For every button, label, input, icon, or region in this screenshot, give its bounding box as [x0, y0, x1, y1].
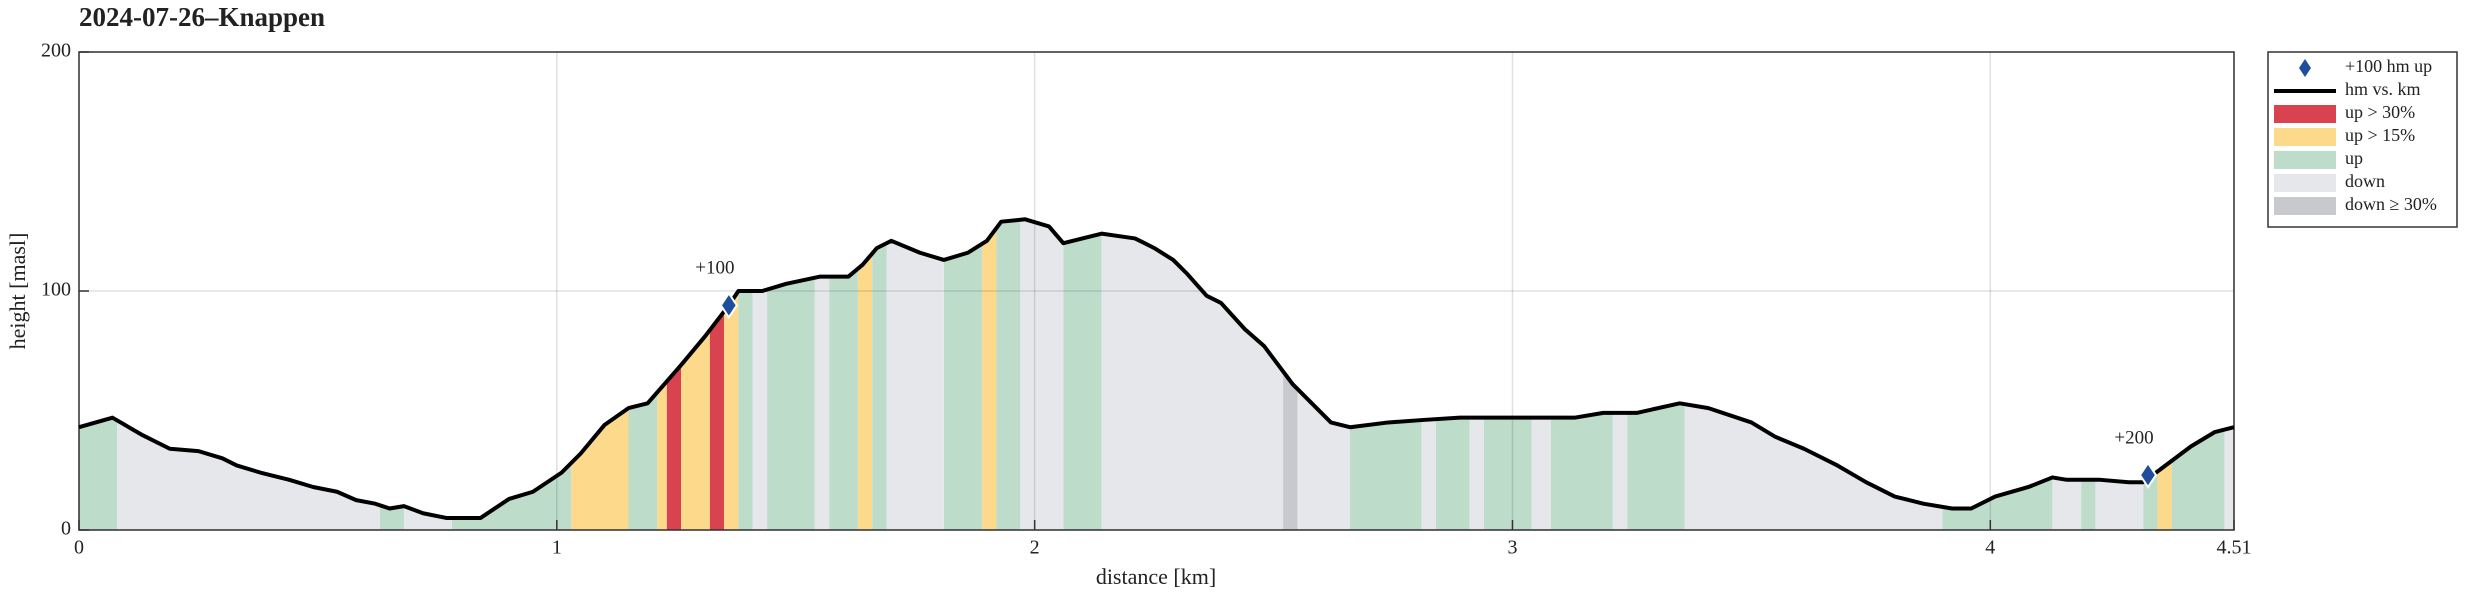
legend-label: up > 30% — [2345, 102, 2415, 122]
legend-swatch — [2274, 128, 2336, 146]
milestone-label: +200 — [2114, 427, 2153, 448]
x-tick-label: 3 — [1507, 537, 1517, 559]
legend-swatch — [2274, 105, 2336, 123]
legend-label: down ≥ 30% — [2345, 194, 2437, 214]
y-axis-label: height [masl] — [5, 233, 30, 350]
legend-swatch — [2274, 174, 2336, 192]
profile-line — [78, 217, 2235, 521]
slope-band — [943, 219, 983, 530]
milestone-label: +100 — [695, 258, 734, 279]
y-tick-label: 200 — [41, 40, 71, 62]
legend-label: +100 hm up — [2345, 56, 2432, 76]
slope-band — [814, 219, 830, 530]
x-tick-label: 1 — [552, 537, 562, 559]
x-tick-label: 2 — [1030, 537, 1040, 559]
slope-band — [738, 219, 753, 530]
x-tick-label: 4.51 — [2217, 537, 2252, 559]
chart-title: 2024-07-26–Knappen — [79, 2, 325, 32]
slope-band — [752, 219, 768, 530]
x-axis-label: distance [km] — [1096, 564, 1216, 589]
milestone-marker — [719, 291, 739, 320]
legend-swatch — [2274, 197, 2336, 215]
y-tick-label: 0 — [61, 518, 71, 540]
plot-frame — [78, 51, 2235, 531]
x-tick-label: 0 — [74, 537, 84, 559]
slope-band — [1020, 219, 1064, 530]
x-tick-label: 4 — [1985, 537, 1995, 559]
slope-band — [886, 219, 944, 530]
legend-label: up — [2345, 148, 2363, 168]
legend-label: up > 15% — [2345, 125, 2415, 145]
slope-band — [857, 219, 873, 530]
milestone-marker — [2138, 461, 2158, 489]
legend-label: hm vs. km — [2345, 79, 2421, 99]
slope-band — [996, 219, 1021, 530]
slope-band — [982, 219, 997, 530]
legend-label: down — [2345, 171, 2385, 191]
legend-swatch — [2274, 151, 2336, 169]
slope-band — [872, 219, 887, 530]
slope-band — [1063, 219, 1102, 530]
legend-marker — [2299, 59, 2311, 77]
y-tick-label: 100 — [41, 279, 71, 301]
